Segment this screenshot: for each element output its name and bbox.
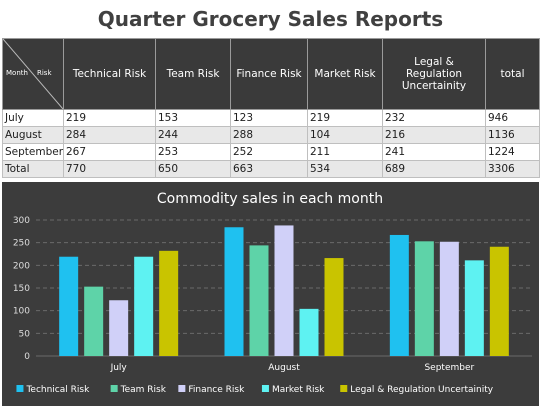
table-cell: 3306	[485, 160, 540, 178]
legend-label: Market Risk	[272, 385, 325, 395]
table-header-row: Month Risk Technical Risk Team Risk Fina…	[2, 38, 540, 110]
report-title: Quarter Grocery Sales Reports	[97, 7, 444, 31]
y-tick-label: 150	[13, 284, 30, 294]
table-cell: 288	[230, 126, 308, 144]
corner-row-label: Month	[6, 69, 28, 77]
bar-team-risk-september	[414, 241, 434, 356]
bar-market-risk-august	[299, 308, 319, 356]
row-label: August	[2, 126, 64, 144]
bar-finance-risk-july	[109, 300, 129, 356]
column-header: Finance Risk	[230, 38, 308, 110]
legend-label: Team Risk	[120, 385, 167, 395]
table-cell: 123	[230, 109, 308, 127]
bar-team-risk-july	[84, 286, 104, 356]
table-cell: 244	[155, 126, 231, 144]
legend-swatch	[16, 385, 24, 392]
bar-technical-risk-july	[59, 256, 79, 356]
x-tick-label: July	[110, 363, 128, 373]
table-cell: 770	[63, 160, 156, 178]
chart-title: Commodity sales in each month	[157, 191, 383, 207]
bar-technical-risk-august	[224, 227, 244, 356]
column-header: Team Risk	[155, 38, 231, 110]
table-cell: 216	[382, 126, 486, 144]
table-cell: 663	[230, 160, 308, 178]
table-row: September 267 253 252 211 241 1224	[2, 143, 540, 161]
column-header: Technical Risk	[63, 38, 156, 110]
row-label: September	[2, 143, 64, 161]
legend-swatch	[340, 385, 348, 392]
column-header: Market Risk	[307, 38, 383, 110]
report-table: Month Risk Technical Risk Team Risk Fina…	[2, 38, 540, 178]
bar-technical-risk-september	[389, 234, 409, 356]
x-tick-label: August	[268, 363, 300, 373]
table-cell: 219	[307, 109, 383, 127]
legend-label: Legal & Regulation Uncertainity	[350, 385, 494, 395]
bar-market-risk-july	[134, 256, 154, 356]
table-cell: 219	[63, 109, 156, 127]
table-corner-cell: Month Risk	[2, 38, 64, 110]
legend-swatch	[110, 385, 118, 392]
table-cell: 104	[307, 126, 383, 144]
bar-legal-regulation-uncertainity-july	[159, 250, 179, 356]
x-tick-label: September	[424, 363, 474, 373]
table-cell: 946	[485, 109, 540, 127]
table-cell: 211	[307, 143, 383, 161]
column-header: Legal & Regulation Uncertainity	[382, 38, 486, 110]
bar-chart: Commodity sales in each month 0 50 100 150 20…	[13, 191, 532, 395]
table-cell: 650	[155, 160, 231, 178]
y-tick-label: 0	[24, 352, 30, 362]
legend-swatch	[178, 385, 186, 392]
table-cell: 252	[230, 143, 308, 161]
legend-swatch	[261, 385, 269, 392]
bar-legal-regulation-uncertainity-august	[324, 258, 344, 356]
bar-team-risk-august	[249, 245, 269, 356]
y-tick-label: 100	[13, 307, 30, 317]
table-cell: 153	[155, 109, 231, 127]
y-tick-label: 300	[13, 216, 30, 226]
legend-label: Technical Risk	[25, 385, 90, 395]
row-label: July	[2, 109, 64, 127]
corner-col-label: Risk	[37, 69, 52, 77]
table-cell: 232	[382, 109, 486, 127]
bar-finance-risk-september	[439, 241, 459, 356]
table-cell: 284	[63, 126, 156, 144]
bar-legal-regulation-uncertainity-september	[489, 246, 509, 356]
y-tick-label: 250	[13, 239, 30, 249]
table-cell: 253	[155, 143, 231, 161]
bar-finance-risk-august	[274, 225, 294, 356]
table-row-total: Total 770 650 663 534 689 3306	[2, 160, 540, 178]
table-cell: 1136	[485, 126, 540, 144]
table-cell: 1224	[485, 143, 540, 161]
chart-panel: Commodity sales in each month 0 50 100 150 20…	[2, 182, 539, 406]
legend-label: Finance Risk	[188, 385, 245, 395]
table-cell: 241	[382, 143, 486, 161]
table-row: July 219 153 123 219 232 946	[2, 109, 540, 127]
column-header: total	[485, 38, 540, 110]
y-tick-label: 50	[19, 329, 31, 339]
table-cell: 267	[63, 143, 156, 161]
table-row: August 284 244 288 104 216 1136	[2, 126, 540, 144]
table-cell: 534	[307, 160, 383, 178]
y-tick-label: 200	[13, 261, 30, 271]
table-cell: 689	[382, 160, 486, 178]
corner-diagonal	[3, 39, 63, 109]
bar-market-risk-september	[464, 260, 484, 356]
row-label: Total	[2, 160, 64, 178]
